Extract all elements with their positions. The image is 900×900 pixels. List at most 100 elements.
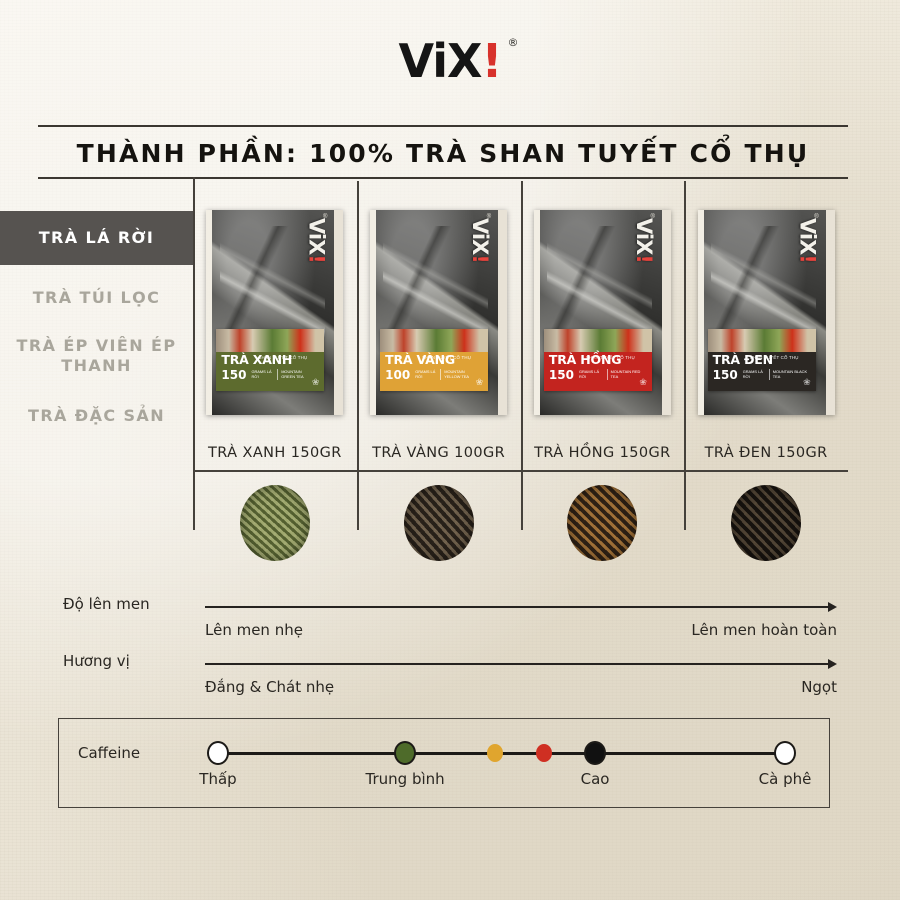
caffeine-marker-black-tea[interactable] xyxy=(584,741,607,765)
product-package: ® ViX! TRÀ HỒNG SHAN TUYẾT CỔ THỤ 150 GR… xyxy=(533,210,671,415)
caffeine-marker-yellow-tea[interactable] xyxy=(486,744,503,762)
brand-logo: ViX! ® xyxy=(0,36,900,98)
label-meta-item: GRAMS LÁ RỜI xyxy=(578,369,600,380)
label-subtitle: SHAN TUYẾT CỔ THỤ xyxy=(585,355,635,360)
package-logo: ViX! xyxy=(304,218,328,263)
scale-axis xyxy=(205,663,830,665)
product-row: ® ViX! TRÀ XANH SHAN TUYẾT CỔ THỤ 150 GR… xyxy=(193,177,848,470)
product-package: ® ViX! TRÀ VÀNG SHAN TUYẾT CỔ THỤ 100 GR… xyxy=(370,210,508,415)
leaf-sample-tra-hong xyxy=(521,470,685,575)
package-label: TRÀ ĐEN SHAN TUYẾT CỔ THỤ 150 GRAMS LÁ R… xyxy=(707,329,816,391)
column-divider-3 xyxy=(684,181,686,470)
leaf-swatch xyxy=(731,484,802,561)
caffeine-marker-low[interactable] xyxy=(207,741,229,765)
title-rule-bottom xyxy=(38,177,848,179)
sidebar-item-tra-la-roi[interactable]: TRÀ LÁ RỜI xyxy=(0,211,193,265)
label-weight-row: 150 GRAMS LÁ RỜI MOUNTAIN GREEN TEA xyxy=(221,369,319,381)
caffeine-marker-red-tea[interactable] xyxy=(536,744,553,762)
package-label: TRÀ HỒNG SHAN TUYẾT CỔ THỤ 150 GRAMS LÁ … xyxy=(543,329,652,391)
caffeine-tick-label: Cà phê xyxy=(758,770,812,788)
package-logo: ViX! xyxy=(468,218,492,263)
label-meta-item: MOUNTAIN GREEN TEA xyxy=(277,369,319,380)
label-body: TRÀ VÀNG SHAN TUYẾT CỔ THỤ 100 GRAMS LÁ … xyxy=(380,352,488,391)
package-logo-text: ViX xyxy=(631,218,656,255)
package-logo-exclamation: ! xyxy=(795,254,820,263)
label-weight-row: 100 GRAMS LÁ RỜI MOUNTAIN YELLOW TEA xyxy=(385,369,483,381)
sidebar-item-label: TRÀ LÁ RỜI xyxy=(38,228,155,248)
product-column-tra-xanh[interactable]: ® ViX! TRÀ XANH SHAN TUYẾT CỔ THỤ 150 GR… xyxy=(193,177,357,470)
package-label: TRÀ XANH SHAN TUYẾT CỔ THỤ 150 GRAMS LÁ … xyxy=(216,329,325,391)
label-weight: 150 xyxy=(221,367,247,382)
label-meta-item: GRAMS LÁ RỜI xyxy=(742,369,763,380)
package-logo-exclamation: ! xyxy=(631,254,656,263)
label-body: TRÀ HỒNG SHAN TUYẾT CỔ THỤ 150 GRAMS LÁ … xyxy=(544,352,652,391)
caffeine-tick-label: Trung bình xyxy=(365,770,445,788)
label-meta: GRAMS LÁ RỜI MOUNTAIN GREEN TEA xyxy=(248,369,319,380)
category-sidebar: TRÀ LÁ RỜI TRÀ TÚI LỌC TRÀ ÉP VIÊN ÉP TH… xyxy=(0,190,193,443)
package-registered-icon: ® xyxy=(486,214,492,220)
package-logo-text: ViX xyxy=(795,218,820,255)
label-body: TRÀ ĐEN SHAN TUYẾT CỔ THỤ 150 GRAMS LÁ R… xyxy=(708,352,816,391)
caffeine-panel xyxy=(58,718,830,808)
package-logo-text: ViX xyxy=(304,218,329,255)
product-column-tra-vang[interactable]: ® ViX! TRÀ VÀNG SHAN TUYẾT CỔ THỤ 100 GR… xyxy=(357,177,521,470)
label-weight-row: 150 GRAMS LÁ RỜI MOUNTAIN RED TEA xyxy=(549,369,647,381)
label-photo-strip xyxy=(543,329,652,352)
label-product-name: TRÀ ĐEN xyxy=(712,352,773,367)
product-package: ® ViX! TRÀ ĐEN SHAN TUYẾT CỔ THỤ 150 GRA… xyxy=(697,210,835,415)
caffeine-tick-label: Cao xyxy=(580,770,610,788)
label-meta: GRAMS LÁ RỜI MOUNTAIN YELLOW TEA xyxy=(412,369,483,380)
column-divider-2 xyxy=(521,181,523,470)
label-weight: 100 xyxy=(385,367,411,382)
column-divider-0 xyxy=(193,177,195,470)
package-side-text: VIETNAM'S MOUNTAIN TEA ⬥ AUTHENTIC CUPPA xyxy=(828,214,834,326)
sidebar-item-tra-dac-san[interactable]: TRÀ ĐẶC SẢN xyxy=(0,389,193,443)
product-column-tra-den[interactable]: ® ViX! TRÀ ĐEN SHAN TUYẾT CỔ THỤ 150 GRA… xyxy=(684,177,848,470)
page-title: THÀNH PHẦN: 100% TRÀ SHAN TUYẾT CỔ THỤ xyxy=(76,138,810,168)
package-label: TRÀ VÀNG SHAN TUYẾT CỔ THỤ 100 GRAMS LÁ … xyxy=(380,329,489,391)
leaf-mark-icon: ❀ xyxy=(475,377,484,387)
package-logo: ViX! xyxy=(632,218,656,263)
product-caption: TRÀ HỒNG 150GR xyxy=(534,445,671,461)
caffeine-marker-green-tea[interactable] xyxy=(394,741,417,765)
scale-left-end-label: Đắng & Chát nhẹ xyxy=(205,678,335,696)
product-caption: TRÀ XANH 150GR xyxy=(208,445,342,461)
logo-exclamation: ! xyxy=(481,34,503,88)
leaf-divider-0 xyxy=(193,470,195,530)
scale-arrow-icon xyxy=(828,659,837,669)
product-caption: TRÀ VÀNG 100GR xyxy=(372,445,506,461)
package-side-text: VIETNAM'S MOUNTAIN TEA ⬥ AUTHENTIC CUPPA xyxy=(664,214,670,326)
scale-label: Hương vị xyxy=(63,652,130,670)
scale-left-end-label: Lên men nhẹ xyxy=(205,621,303,639)
package-side-text: VIETNAM'S MOUNTAIN TEA ⬥ AUTHENTIC CUPPA xyxy=(337,214,343,326)
column-divider-1 xyxy=(357,181,359,470)
package-logo-exclamation: ! xyxy=(304,254,329,263)
label-subtitle: SHAN TUYẾT CỔ THỤ xyxy=(422,355,472,360)
sidebar-item-label: TRÀ ÉP VIÊN ÉP THANH xyxy=(16,336,177,375)
leaf-sample-tra-den xyxy=(684,470,848,575)
sidebar-item-tra-tui-loc[interactable]: TRÀ TÚI LỌC xyxy=(0,271,193,325)
leaf-sample-tra-vang xyxy=(357,470,521,575)
caffeine-tick-label: Thấp xyxy=(199,770,237,788)
sidebar-item-tra-ep-vien-ep-thanh[interactable]: TRÀ ÉP VIÊN ÉP THANH xyxy=(0,325,193,387)
leaf-mark-icon: ❀ xyxy=(639,377,647,387)
package-side-text: VIETNAM'S MOUNTAIN TEA ⬥ AUTHENTIC CUPPA xyxy=(501,214,507,326)
package-logo-text: ViX xyxy=(468,218,493,255)
title-rule-top xyxy=(38,125,848,127)
label-meta-item: GRAMS LÁ RỜI xyxy=(415,369,436,380)
leaf-sample-row xyxy=(193,470,848,575)
label-meta-item: GRAMS LÁ RỜI xyxy=(251,369,272,380)
logo-wordmark: ViX! xyxy=(398,34,503,88)
product-package: ® ViX! TRÀ XANH SHAN TUYẾT CỔ THỤ 150 GR… xyxy=(206,210,344,415)
products-bottom-rule xyxy=(193,470,848,472)
label-subtitle: SHAN TUYẾT CỔ THỤ xyxy=(749,355,799,360)
package-logo-exclamation: ! xyxy=(468,254,493,263)
label-weight: 150 xyxy=(548,367,574,382)
package-registered-icon: ® xyxy=(814,214,819,220)
leaf-swatch xyxy=(239,484,310,561)
caffeine-marker-coffee[interactable] xyxy=(774,741,796,765)
product-column-tra-hong[interactable]: ® ViX! TRÀ HỒNG SHAN TUYẾT CỔ THỤ 150 GR… xyxy=(521,177,685,470)
label-meta-item: MOUNTAIN BLACK TEA xyxy=(768,369,811,380)
label-photo-strip xyxy=(216,329,325,352)
